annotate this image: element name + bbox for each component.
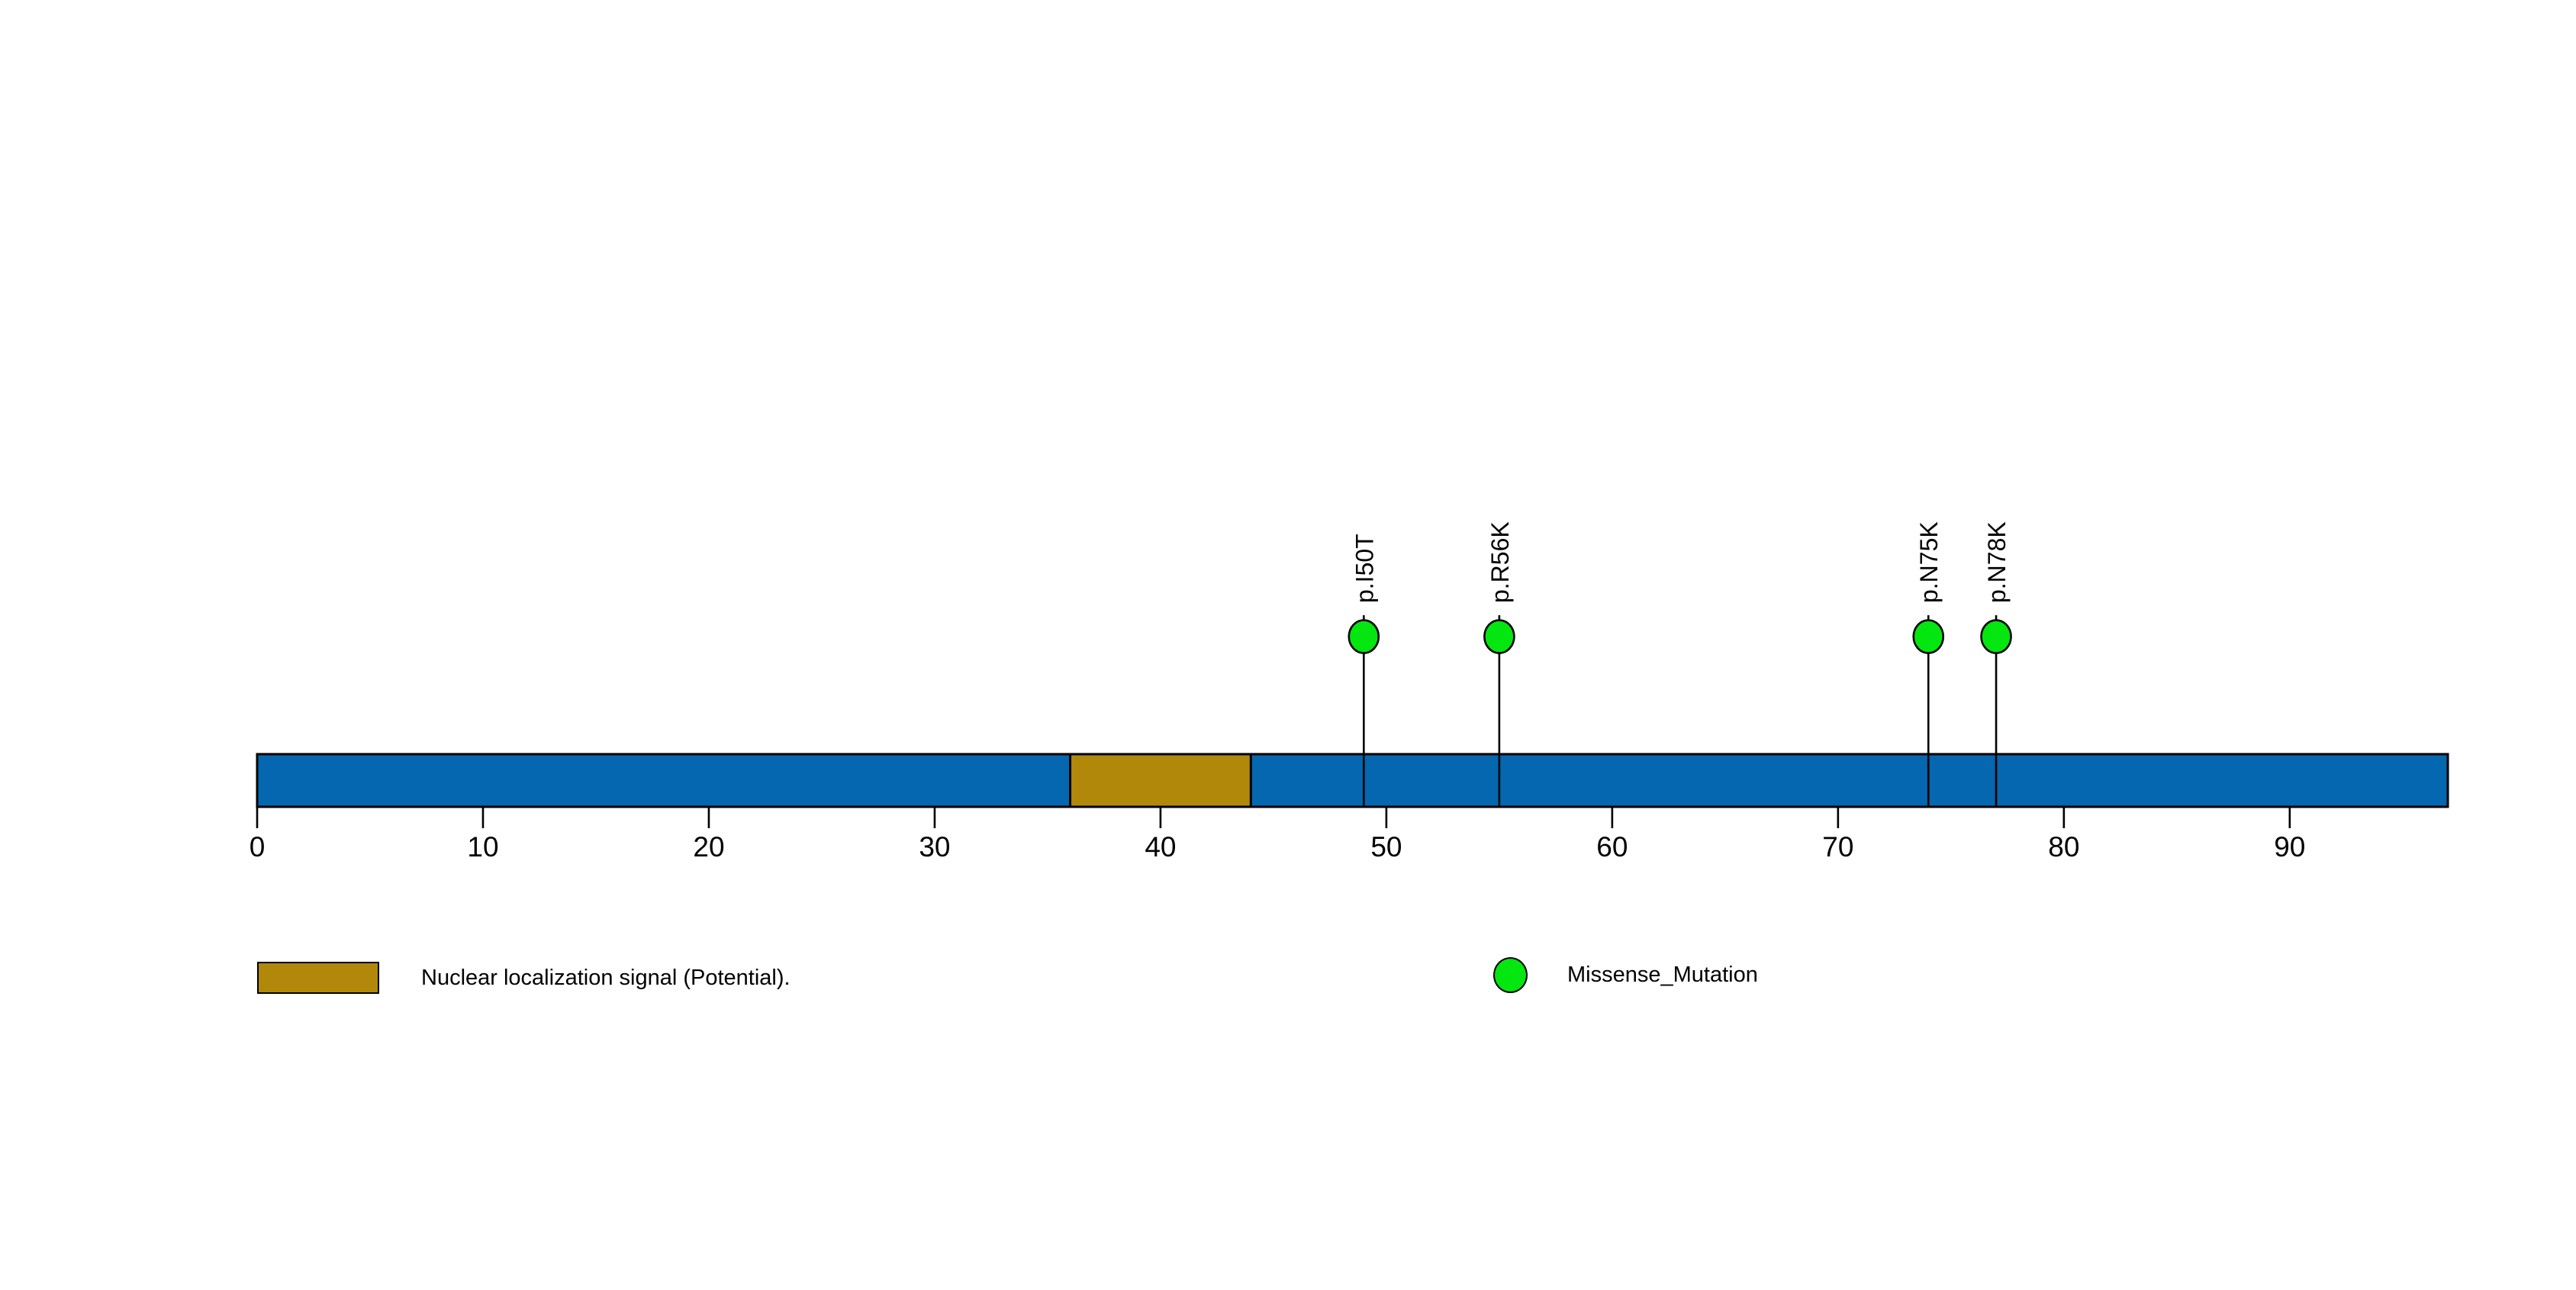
mutation-circle [1980, 619, 2012, 654]
legend-item-domain: Nuclear localization signal (Potential). [257, 962, 791, 994]
axis-tick-label: 10 [467, 831, 498, 863]
mutation-label: p.N75K [1915, 521, 1943, 603]
mutation-circle [1348, 619, 1380, 654]
mutation-label: p.R56K [1486, 521, 1514, 603]
missense-mutation-swatch [1493, 957, 1528, 993]
protein-backbone-bar [256, 753, 2449, 808]
mutation-circle [1483, 619, 1515, 654]
axis-tick-label: 40 [1145, 831, 1176, 863]
axis-tick-label: 0 [250, 831, 266, 863]
legend-item-missense-mutation: Missense_Mutation [1493, 957, 1758, 993]
mutation-label: p.I50T [1351, 534, 1378, 603]
missense-mutation-legend-label: Missense_Mutation [1567, 963, 1758, 987]
axis-tick-label: 30 [919, 831, 950, 863]
mutation-label: p.N78K [1983, 521, 2011, 603]
axis-tick-label: 70 [1822, 831, 1853, 863]
axis-tick-label: 80 [2048, 831, 2079, 863]
axis-tick-label: 90 [2274, 831, 2305, 863]
axis-tick-label: 20 [693, 831, 724, 863]
mutation-circle [1912, 619, 1945, 654]
axis-tick-label: 60 [1596, 831, 1628, 863]
domain-legend-label: Nuclear localization signal (Potential). [421, 965, 791, 990]
domain-rect [1069, 753, 1252, 808]
domain-swatch [257, 962, 379, 994]
axis-tick-label: 50 [1370, 831, 1402, 863]
